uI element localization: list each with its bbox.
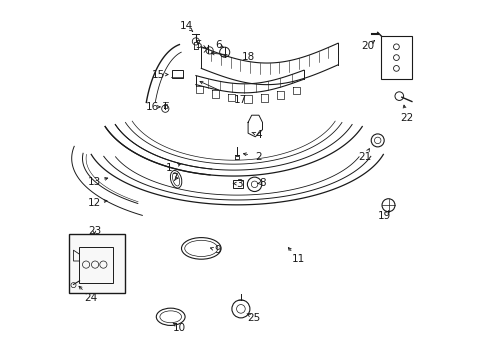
Text: 22: 22 — [399, 113, 412, 123]
Text: 2: 2 — [255, 152, 262, 162]
Text: 15: 15 — [151, 69, 164, 80]
Text: 19: 19 — [378, 211, 391, 221]
Text: 23: 23 — [87, 226, 101, 236]
Text: 11: 11 — [291, 254, 305, 264]
Text: 20: 20 — [361, 41, 374, 51]
Text: 14: 14 — [180, 21, 193, 31]
Text: 3: 3 — [236, 179, 243, 189]
Text: 21: 21 — [357, 152, 370, 162]
Text: 5: 5 — [195, 40, 202, 50]
Text: 25: 25 — [246, 312, 260, 323]
FancyBboxPatch shape — [69, 234, 124, 293]
Text: 12: 12 — [87, 198, 101, 208]
Text: 10: 10 — [172, 323, 185, 333]
Text: 17: 17 — [234, 95, 247, 105]
Text: 24: 24 — [84, 293, 97, 303]
Text: 6: 6 — [215, 40, 222, 50]
Text: 18: 18 — [241, 51, 254, 62]
Text: 7: 7 — [171, 173, 177, 183]
Text: 4: 4 — [255, 130, 262, 140]
Text: 8: 8 — [259, 178, 265, 188]
Text: 9: 9 — [214, 245, 221, 255]
Text: 1: 1 — [165, 163, 172, 173]
Text: 13: 13 — [87, 177, 101, 187]
Text: 16: 16 — [146, 102, 159, 112]
